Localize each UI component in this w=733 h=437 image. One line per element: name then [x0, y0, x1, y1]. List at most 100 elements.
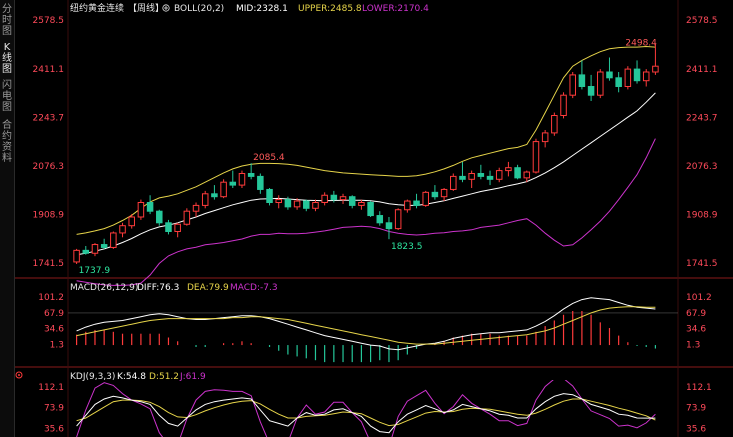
macd-dea-label: DEA:79.9 [187, 283, 229, 293]
tab-flash-chart-char-1: 闪 [2, 80, 12, 91]
candle-body [119, 225, 126, 234]
kdj-k-line [76, 393, 656, 434]
candlestick-plot: 2498.4 2085.4 1823.5 1737.9 [73, 38, 659, 286]
boll-mid-line [76, 92, 656, 256]
tab-time-chart-char-3: 图 [2, 26, 12, 37]
candle-body [532, 141, 540, 173]
candle-body [560, 94, 567, 116]
macd-y-tick-right: 34.6 [686, 325, 706, 335]
candle-body [422, 191, 429, 206]
tab-kline-chart[interactable]: K 线 图 [0, 42, 14, 75]
kdj-title: KDJ(9,3,3) [70, 372, 115, 382]
candle-body [91, 244, 99, 254]
y-tick-left: 2578.5 [33, 16, 65, 26]
kdj-d-label: D:51.2 [149, 372, 179, 382]
kdj-y-tick-right: 112.1 [686, 383, 712, 393]
candle-body [413, 200, 420, 206]
candle-body [321, 194, 328, 203]
candle-body [569, 74, 576, 96]
candle-body [339, 196, 347, 201]
candle-body [477, 173, 485, 177]
annotation-high-mid: 2085.4 [253, 153, 285, 163]
y-tick-right: 2076.3 [686, 162, 718, 172]
tab-time-chart[interactable]: 分 时 图 [0, 4, 14, 37]
kdj-y-tick-left: 35.6 [44, 425, 64, 435]
annotation-high-recent: 2498.4 [625, 38, 657, 48]
candle-body [128, 216, 135, 227]
tab-contract-info-char-1: 合 [2, 120, 12, 131]
macd-value-label: MACD:-7.3 [230, 283, 278, 293]
y-tick-right: 1741.5 [686, 259, 718, 269]
kdj-settings-icon[interactable] [15, 371, 23, 379]
y-tick-right: 1908.9 [686, 210, 718, 220]
macd-dea-line [76, 306, 656, 345]
candle-body [551, 115, 558, 134]
macd-y-tick-left: 67.9 [44, 309, 64, 319]
tab-contract-info[interactable]: 合 约 资 料 [0, 120, 14, 164]
candle-body [486, 175, 494, 180]
tab-time-chart-char-2: 时 [2, 15, 12, 26]
y-tick-right: 2578.5 [686, 16, 718, 26]
candle-body [220, 181, 227, 198]
candle-body [440, 188, 448, 198]
upper-label: UPPER:2485.8 [298, 4, 362, 14]
mid-label: MID:2328.1 [236, 4, 288, 14]
kdj-y-tick-left: 112.1 [38, 383, 64, 393]
tab-contract-info-char-2: 约 [2, 131, 12, 142]
candle-body [633, 68, 641, 82]
candle-body [146, 202, 154, 212]
candle-body [247, 173, 255, 177]
candle-body [367, 202, 374, 217]
candle-body [165, 222, 172, 233]
macd-diff-line [76, 297, 656, 351]
candle-body [275, 199, 282, 204]
candle-body [284, 199, 292, 208]
y-tick-left: 2411.1 [33, 65, 65, 75]
candle-body [358, 202, 365, 206]
tab-flash-chart[interactable]: 闪 电 图 [0, 80, 14, 113]
boll-label: BOLL(20,2) [174, 4, 224, 14]
boll-upper-line [76, 45, 656, 235]
candle-body [257, 175, 264, 190]
kdj-y-axis: 112.1 112.1 73.9 73.9 35.6 35.6 [38, 383, 712, 435]
candle-body [468, 173, 475, 180]
candle-body [192, 204, 200, 212]
candle-body [514, 167, 521, 179]
candle-body [505, 167, 512, 172]
candle-body [404, 200, 411, 211]
y-tick-left: 2243.7 [33, 113, 65, 123]
candle-body [450, 175, 457, 190]
macd-y-tick-right: 1.3 [686, 340, 700, 350]
tab-contract-info-char-3: 资 [2, 142, 12, 153]
tab-kline-chart-char-3: 图 [2, 64, 12, 75]
kdj-j-line [76, 380, 656, 437]
period-label[interactable]: 【周线】 [128, 2, 164, 14]
circle-plus-icon[interactable] [162, 4, 170, 12]
annotation-low-start: 1737.9 [79, 266, 111, 276]
y-tick-left: 1908.9 [33, 210, 65, 220]
candle-body [238, 173, 246, 186]
y-tick-right: 2243.7 [686, 113, 718, 123]
tab-kline-chart-char-2: 线 [2, 53, 12, 64]
candle-body [183, 210, 191, 225]
macd-plot [68, 297, 678, 363]
candle-body [312, 202, 319, 209]
candle-body [431, 191, 439, 198]
candle-body [495, 170, 503, 180]
candle-body [587, 86, 595, 96]
candle-body [73, 249, 80, 263]
kdj-d-line [76, 398, 656, 427]
candle-body [523, 171, 531, 179]
candle-body [652, 65, 659, 73]
tab-flash-chart-char-2: 电 [2, 91, 12, 102]
tab-time-chart-char-1: 分 [2, 4, 12, 15]
kdj-y-tick-left: 73.9 [44, 404, 64, 414]
macd-y-tick-right: 101.2 [686, 293, 712, 303]
candle-body [348, 196, 356, 206]
candle-body [606, 71, 613, 79]
candle-body [615, 77, 622, 88]
kdj-plot [76, 380, 656, 437]
tab-contract-info-char-4: 料 [2, 153, 12, 164]
sidebar: 分 时 图 K 线 图 闪 电 图 合 约 资 料 [0, 0, 15, 437]
